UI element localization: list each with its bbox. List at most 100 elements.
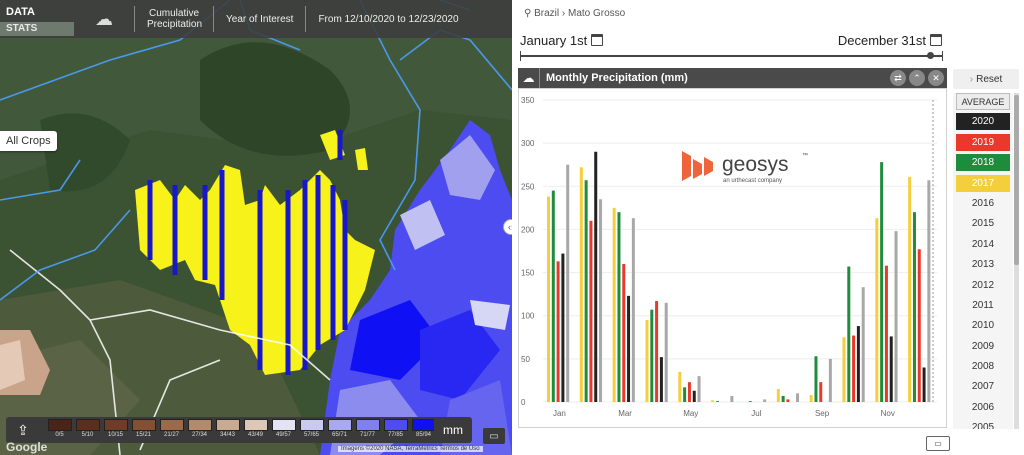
satellite-map[interactable] — [0, 0, 512, 455]
data-label[interactable]: DATA — [6, 6, 35, 18]
x-tick-label: May — [683, 409, 698, 418]
bar-AVERAGE-Jun — [730, 395, 734, 402]
year-selector[interactable]: AVERAGE 2020 2019 2018 2017 2016 2015 2014 2013… — [953, 93, 1013, 429]
legend-swatch-label: 49/57 — [275, 432, 291, 438]
data-stats-toggle[interactable]: DATA STATS — [0, 0, 74, 38]
legend-swatch-label: 10/15 — [107, 432, 123, 438]
bar-2017-Mar — [612, 207, 616, 402]
scrollbar-thumb[interactable] — [1014, 95, 1019, 265]
y-tick-label: 50 — [521, 355, 530, 364]
breadcrumb: ⚲ Brazil › Mato Grosso — [524, 8, 625, 19]
map-attribution[interactable]: Imagens ©2020 NASA, TerraMetrics Termos … — [338, 446, 483, 452]
map-topbar: DATA STATS ☁ Cumulative Precipitation Ye… — [0, 0, 512, 38]
bar-2017-Apr — [645, 320, 649, 402]
bar-2020-Mar — [627, 295, 631, 402]
bar-2017-Jan — [547, 196, 550, 402]
map-panel[interactable]: DATA STATS ☁ Cumulative Precipitation Ye… — [0, 0, 512, 455]
export-icon[interactable]: ⇄ — [890, 70, 906, 86]
reset-button[interactable]: › Reset — [953, 69, 1019, 89]
year-item-2014[interactable]: 2014 — [971, 238, 995, 250]
bar-2018-Jan — [551, 190, 555, 402]
bar-2018-Apr — [650, 309, 654, 402]
year-item-2005[interactable]: 2005 — [971, 422, 995, 429]
legend-swatch: 43/49 — [242, 419, 269, 440]
year-of-interest[interactable]: Year of Interest — [226, 13, 294, 25]
year-item-2017[interactable]: 2017 — [956, 174, 1010, 192]
expand-panel-icon[interactable]: ▭ — [926, 436, 950, 451]
collapse-icon[interactable]: ⌃ — [909, 70, 925, 86]
y-tick-label: 250 — [521, 182, 535, 191]
bar-2020-Dec — [922, 367, 926, 402]
y-tick-label: 350 — [521, 96, 535, 105]
stats-panel: ⚲ Brazil › Mato Grosso January 1st Decem… — [512, 0, 1024, 455]
drag-handle-icon[interactable]: ‹› — [503, 219, 512, 235]
year-list-scrollbar[interactable] — [1014, 93, 1019, 429]
unit-button[interactable]: mm — [434, 417, 472, 443]
bar-2017-Feb — [579, 167, 583, 402]
year-average[interactable]: AVERAGE — [956, 93, 1010, 110]
year-item-2006[interactable]: 2006 — [971, 401, 995, 413]
legend-swatch-color — [299, 419, 324, 431]
year-item-2019[interactable]: 2019 — [956, 133, 1010, 151]
bar-2017-Nov — [875, 218, 879, 402]
fullscreen-icon[interactable]: ▭ — [483, 428, 505, 444]
legend-swatch: 85/94 — [410, 419, 437, 440]
crop-filter[interactable]: All Crops — [0, 131, 57, 151]
logo-shape — [693, 159, 702, 179]
divider — [134, 6, 135, 32]
year-item-2011[interactable]: 2011 — [972, 299, 994, 311]
bar-2020-Oct — [856, 326, 860, 402]
slider-start-cap[interactable] — [520, 51, 521, 61]
breadcrumb-text[interactable]: Brazil › Mato Grosso — [534, 8, 626, 19]
share-icon[interactable]: ⇪ — [6, 417, 40, 443]
end-date-picker[interactable]: December 31st — [838, 33, 942, 48]
legend-swatch-color — [243, 419, 268, 431]
bar-2019-Jan — [556, 261, 560, 402]
bar-2020-Apr — [659, 357, 663, 402]
bar-2019-Apr — [655, 301, 659, 402]
x-tick-label: Jul — [751, 409, 761, 418]
legend-swatch: 34/43 — [214, 419, 241, 440]
year-item-2013[interactable]: 2013 — [971, 259, 995, 271]
legend-swatch-label: 77/85 — [387, 432, 403, 438]
year-item-2020[interactable]: 2020 — [956, 113, 1010, 131]
bar-AVERAGE-Feb — [599, 199, 603, 402]
reset-icon: › — [969, 73, 974, 85]
legend-swatch-color — [131, 419, 156, 431]
bar-2019-Oct — [852, 335, 856, 402]
year-item-2015[interactable]: 2015 — [971, 218, 995, 230]
slider-handle[interactable] — [927, 52, 934, 59]
legend-swatch-label: 27/34 — [191, 432, 207, 438]
year-item-2008[interactable]: 2008 — [971, 361, 995, 373]
start-date-picker[interactable]: January 1st — [520, 33, 604, 48]
layer-cumulative-precipitation[interactable]: Cumulative Precipitation — [147, 8, 203, 30]
calendar-icon[interactable] — [591, 34, 604, 46]
year-item-2012[interactable]: 2012 — [971, 279, 995, 291]
location-pin-icon: ⚲ — [524, 8, 532, 19]
bar-AVERAGE-Dec — [927, 180, 931, 402]
legend-swatch: 65/71 — [326, 419, 353, 440]
x-tick-label: Mar — [618, 409, 632, 418]
date-range[interactable]: From 12/10/2020 to 12/23/2020 — [318, 13, 459, 25]
y-tick-label: 200 — [521, 225, 535, 234]
y-tick-label: 100 — [521, 312, 535, 321]
legend-swatch: 71/77 — [354, 419, 381, 440]
year-item-2016[interactable]: 2016 — [971, 197, 995, 209]
start-date-label: January 1st — [520, 33, 588, 48]
bar-AVERAGE-Jul — [763, 399, 767, 402]
stats-label[interactable]: STATS — [0, 22, 74, 36]
bar-2018-Dec — [912, 212, 916, 402]
year-item-2018[interactable]: 2018 — [956, 154, 1010, 172]
close-icon[interactable]: ✕ — [928, 70, 944, 86]
bar-2019-Nov — [884, 265, 888, 402]
year-item-2009[interactable]: 2009 — [971, 340, 995, 352]
legend-swatch-color — [75, 419, 100, 431]
divider — [305, 6, 307, 32]
bar-2020-May — [692, 390, 696, 402]
date-range-slider[interactable] — [520, 51, 943, 61]
year-item-2007[interactable]: 2007 — [971, 381, 995, 393]
calendar-icon[interactable] — [930, 34, 942, 46]
slider-end-cap[interactable] — [942, 51, 943, 61]
legend-swatch-label: 34/43 — [219, 432, 235, 438]
year-item-2010[interactable]: 2010 — [971, 320, 995, 332]
